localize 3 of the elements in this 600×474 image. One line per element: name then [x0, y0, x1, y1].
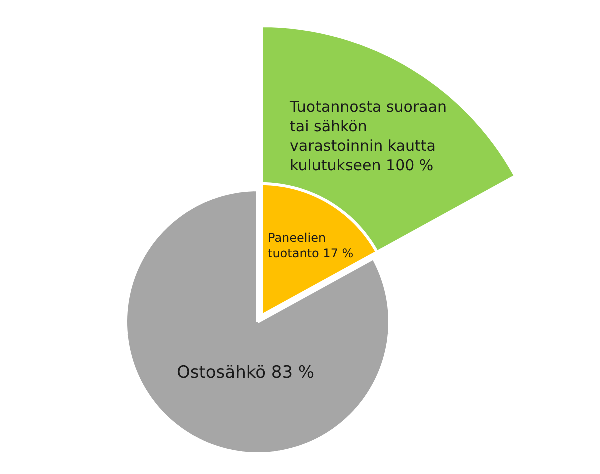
data-label: Tuotannosta suoraan tai sähkön varastoinnin kautta kulutukseen 100 % — [289, 98, 448, 174]
data-label: Ostosähkö 83 % — [177, 363, 315, 383]
data-label: Paneelien tuotanto 17 % — [268, 231, 354, 261]
